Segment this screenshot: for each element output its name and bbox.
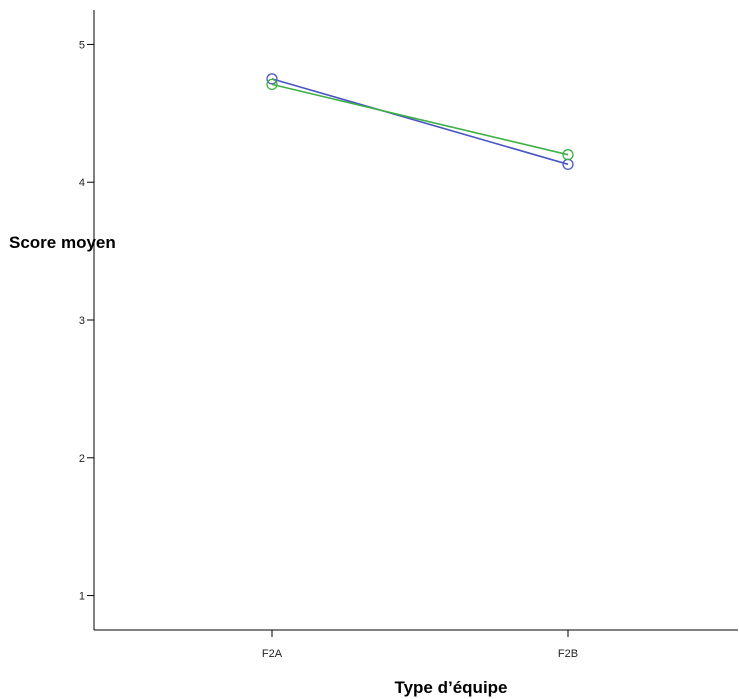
y-tick-label: 1 <box>79 591 85 603</box>
y-tick-label: 4 <box>79 177 85 189</box>
data-point <box>562 149 574 161</box>
x-axis: F2A F2B <box>94 629 738 660</box>
x-tick-label: F2A <box>262 648 283 660</box>
series-line-1 <box>271 78 569 166</box>
x-axis-title: Type d’équipe <box>394 678 507 697</box>
y-tick-label: 2 <box>79 453 85 465</box>
y-tick-label: 3 <box>79 315 85 327</box>
y-tick-label: 5 <box>79 39 85 51</box>
y-axis-title: Score moyen <box>9 233 116 252</box>
data-point <box>266 78 278 91</box>
data-point <box>266 73 278 85</box>
y-axis: 1 2 3 4 5 <box>79 10 95 630</box>
series-line-2 <box>271 83 569 156</box>
series-layer <box>266 73 574 170</box>
x-tick-label: F2B <box>558 648 578 660</box>
